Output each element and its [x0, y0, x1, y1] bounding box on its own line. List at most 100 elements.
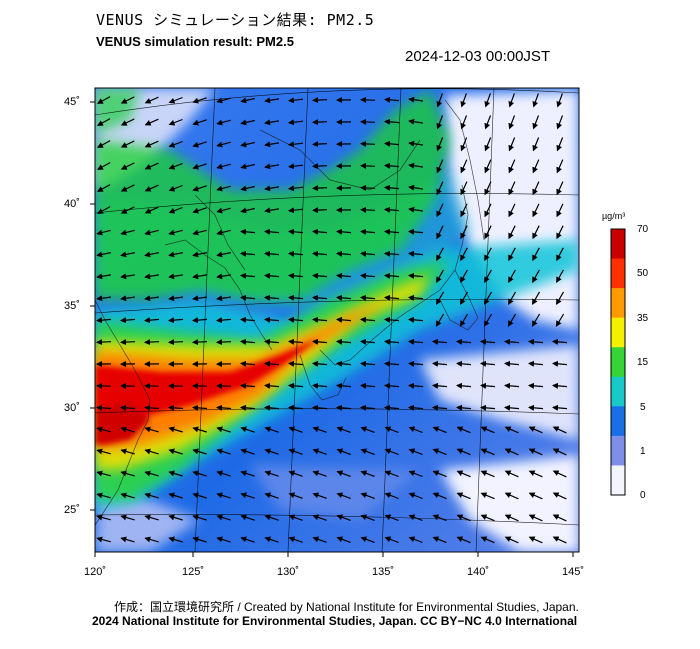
wind-arrow	[507, 291, 517, 305]
lon-label: 145˚	[562, 566, 585, 578]
wind-arrow	[336, 228, 352, 235]
wind-arrow	[216, 470, 231, 477]
wind-arrow	[336, 448, 351, 455]
wind-arrow	[408, 206, 423, 213]
wind-arrow	[484, 269, 492, 283]
wind-arrow	[168, 273, 183, 280]
wind-arrow	[336, 316, 352, 323]
wind-arrow	[288, 470, 303, 477]
wind-arrow	[144, 295, 159, 302]
wind-arrow	[360, 184, 376, 191]
wind-arrow	[240, 119, 255, 126]
wind-arrow	[192, 97, 207, 104]
wind-arrow	[168, 404, 184, 411]
wind-arrow	[384, 470, 399, 478]
wind-arrow	[436, 115, 444, 130]
wind-arrow	[508, 269, 516, 283]
wind-arrow	[384, 250, 400, 257]
wind-arrow	[528, 338, 544, 345]
wind-arrow	[480, 536, 495, 544]
wind-arrow	[192, 339, 208, 346]
wind-arrow	[336, 338, 352, 345]
colorbar-unit: µg/m³	[602, 211, 626, 221]
wind-arrow	[408, 492, 423, 500]
wind-arrow	[556, 269, 564, 283]
wind-arrow	[216, 207, 231, 214]
wind-arrow	[456, 338, 472, 345]
wind-arrow	[240, 97, 255, 104]
wind-arrow	[408, 294, 424, 301]
wind-arrow	[264, 470, 279, 477]
wind-arrow	[288, 426, 303, 433]
wind-arrow	[408, 96, 423, 103]
colorbar-tick: 5	[640, 402, 646, 413]
wind-arrow	[192, 470, 207, 477]
wind-arrow	[288, 404, 304, 411]
wind-arrow	[168, 295, 183, 302]
wind-arrow	[216, 295, 231, 302]
wind-arrow	[192, 404, 208, 411]
colorbar-swatch	[611, 347, 625, 378]
wind-arrow	[240, 141, 255, 148]
wind-arrow	[192, 229, 207, 236]
wind-arrow	[120, 339, 136, 346]
wind-vectors	[96, 93, 568, 544]
wind-arrow	[532, 115, 540, 130]
wind-arrow	[432, 470, 447, 478]
wind-arrow	[288, 228, 304, 235]
wind-arrow	[312, 207, 328, 214]
lon-label: 130˚	[277, 566, 300, 578]
wind-arrow	[460, 203, 468, 218]
wind-arrow	[556, 137, 564, 152]
wind-arrow	[264, 316, 280, 323]
wind-arrow	[508, 247, 516, 262]
wind-arrow	[360, 338, 376, 345]
wind-arrow	[532, 203, 540, 218]
wind-arrow	[384, 228, 400, 235]
wind-arrow	[216, 448, 231, 455]
wind-arrow	[504, 492, 519, 500]
wind-arrow	[460, 137, 468, 152]
wind-arrow	[528, 426, 543, 434]
wind-arrow	[336, 514, 351, 521]
wind-arrow	[552, 360, 568, 367]
wind-arrow	[240, 250, 256, 257]
wind-arrow	[336, 492, 351, 499]
wind-arrow	[264, 360, 280, 367]
wind-arrow	[144, 536, 159, 543]
page-title-en: VENUS simulation result: PM2.5	[96, 34, 294, 49]
lat-label: 25˚	[64, 504, 80, 516]
wind-arrow	[120, 229, 135, 236]
wind-arrow	[192, 207, 207, 214]
wind-arrow	[168, 140, 183, 148]
wind-arrow	[384, 294, 400, 301]
wind-arrow	[312, 470, 327, 477]
wind-arrow	[360, 162, 376, 169]
wind-arrow	[168, 492, 183, 499]
wind-arrow	[288, 294, 304, 301]
lat-label: 30˚	[64, 402, 80, 414]
wind-arrow	[240, 316, 256, 323]
wind-arrow	[456, 536, 471, 544]
wind-arrow	[97, 162, 111, 170]
wind-arrow	[96, 426, 111, 433]
wind-arrow	[508, 203, 516, 218]
wind-arrow	[288, 185, 304, 192]
wind-arrow	[120, 206, 135, 214]
wind-arrow	[96, 317, 112, 324]
wind-arrow	[432, 492, 447, 500]
wind-arrow	[192, 119, 207, 126]
wind-arrow	[216, 229, 231, 236]
wind-arrow	[264, 207, 279, 214]
wind-arrow	[168, 426, 183, 433]
wind-arrow	[360, 250, 376, 257]
wind-arrow	[168, 162, 183, 170]
wind-arrow	[532, 159, 540, 174]
wind-arrow	[216, 339, 232, 346]
wind-arrow	[216, 141, 231, 148]
wind-arrow	[552, 382, 568, 389]
wind-arrow	[432, 338, 448, 345]
wind-arrow	[432, 536, 447, 544]
wind-arrow	[436, 203, 444, 218]
wind-arrow	[216, 514, 231, 521]
